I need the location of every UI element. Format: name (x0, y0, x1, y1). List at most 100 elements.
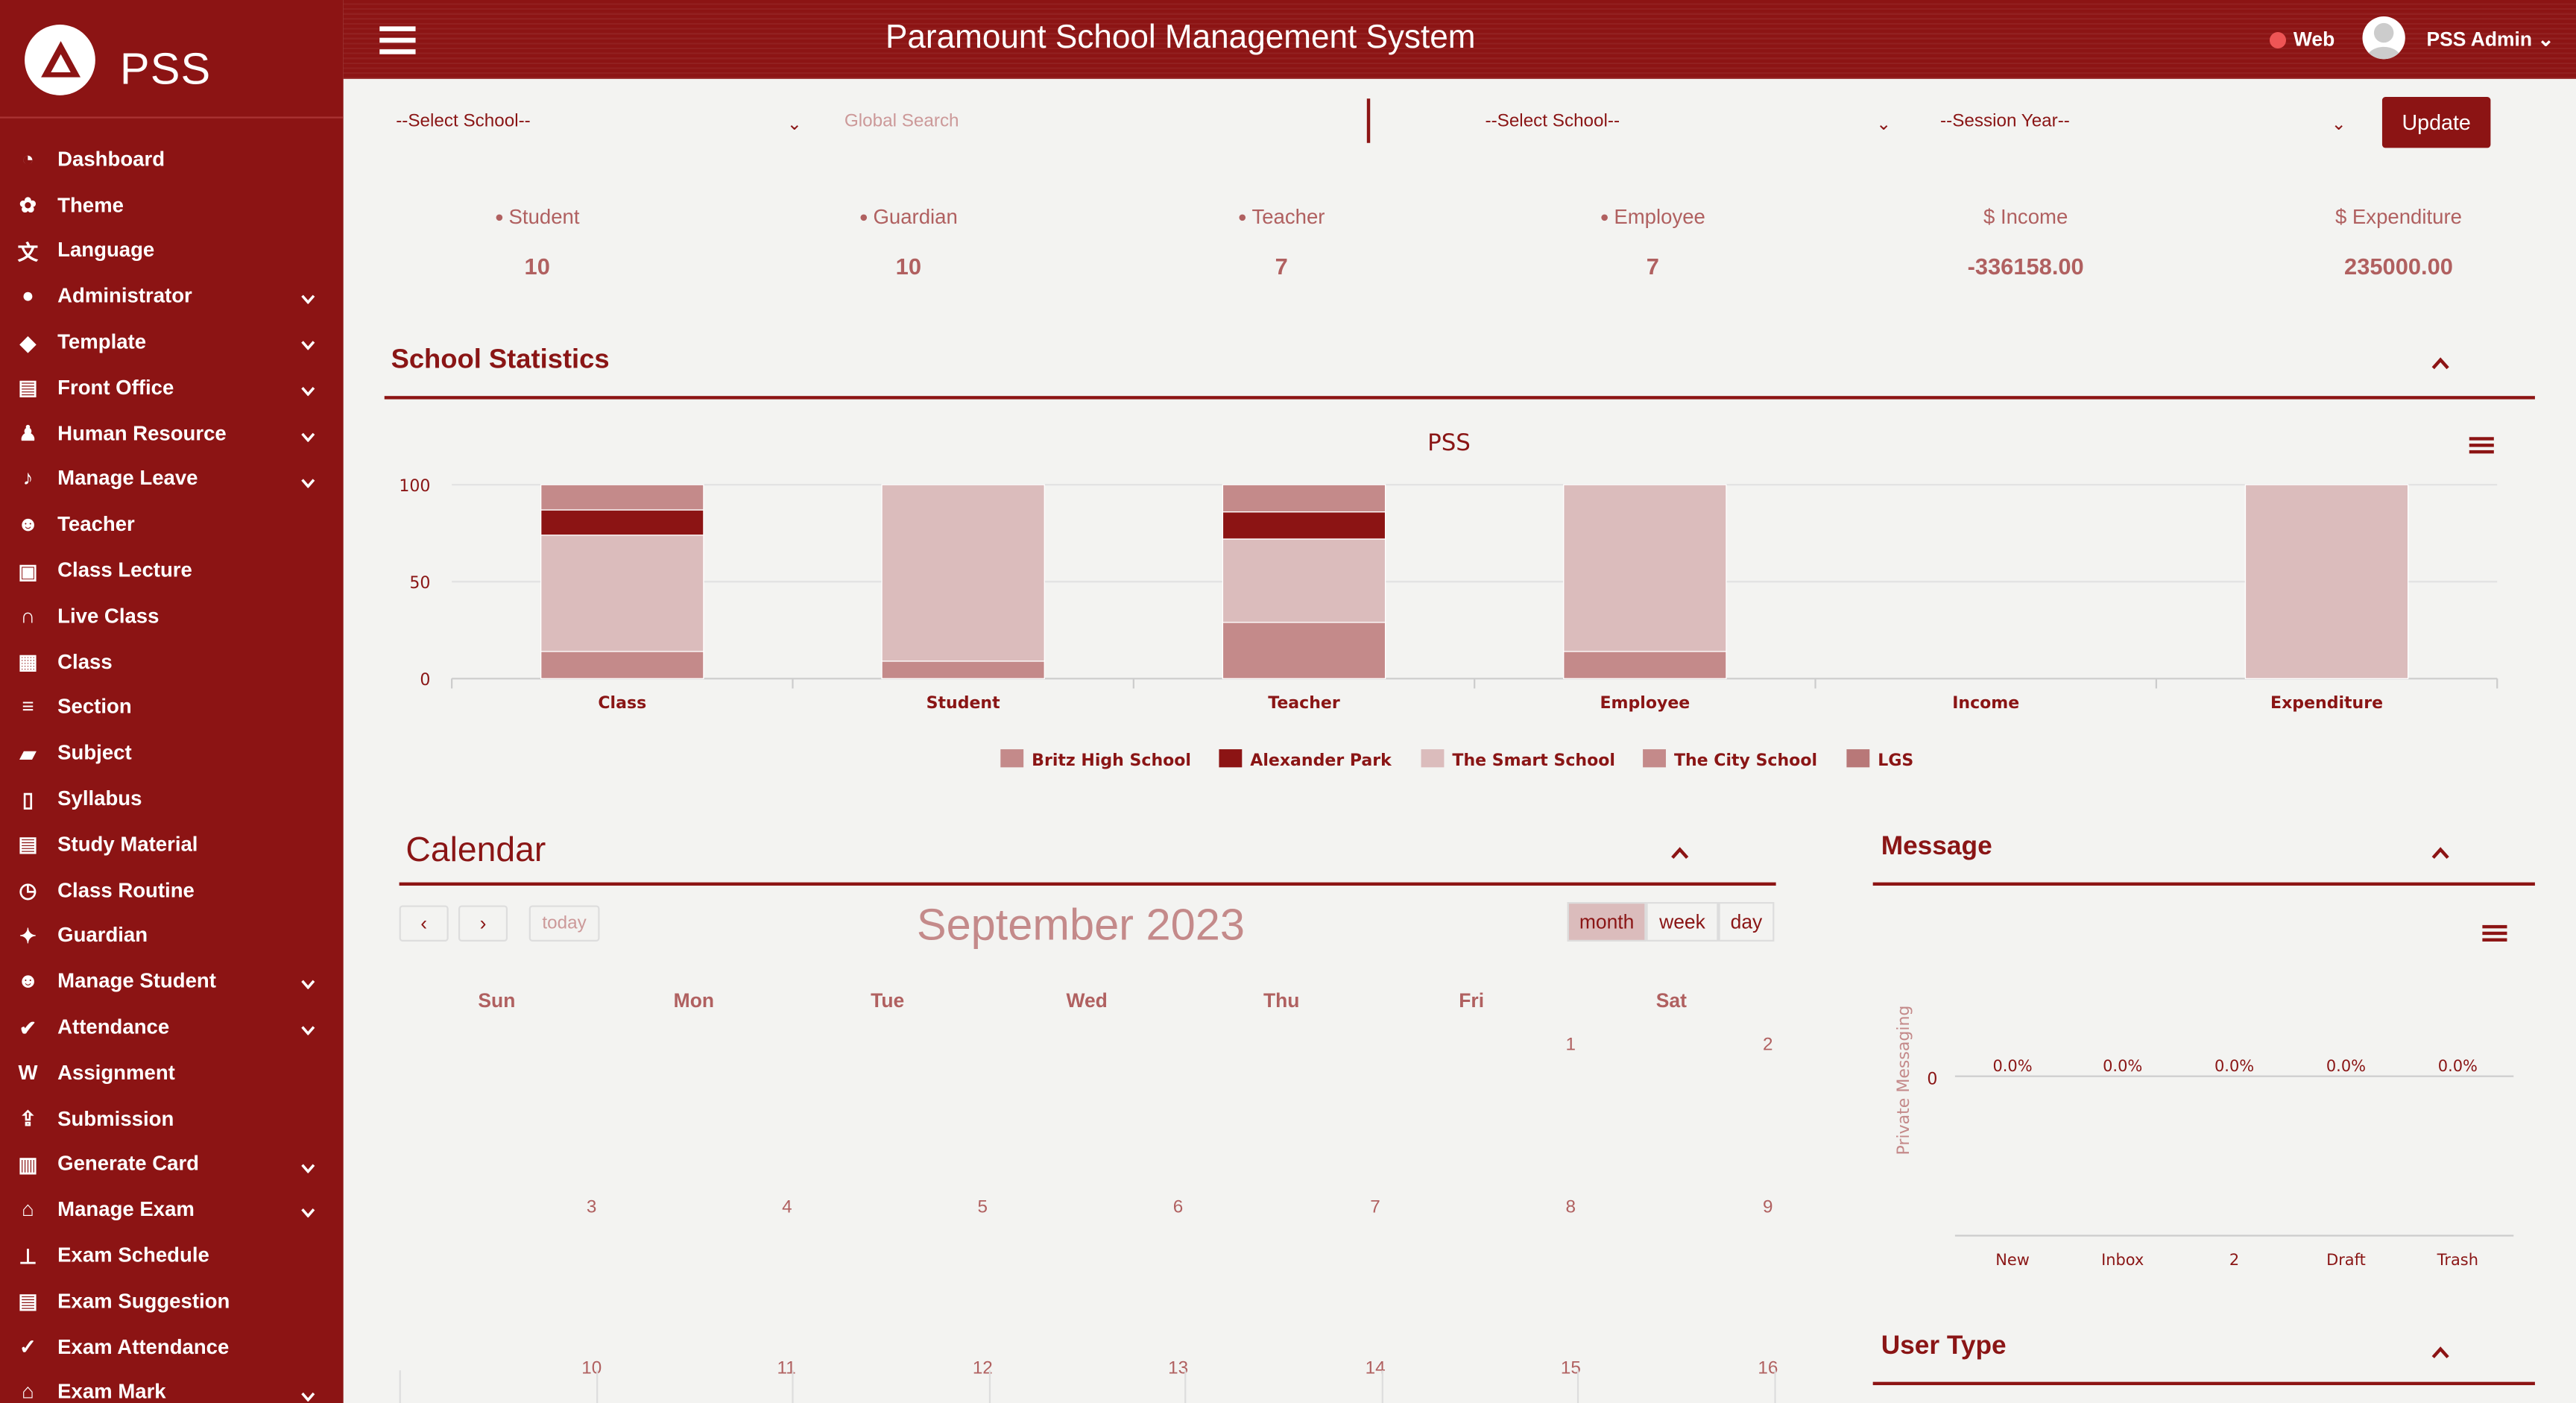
sidebar-item-generate-card[interactable]: ▥ Generate Card (0, 1141, 344, 1187)
calendar-day[interactable]: 2 (1762, 1035, 1773, 1056)
calendar-day[interactable]: 8 (1565, 1197, 1576, 1218)
bar-segment[interactable] (540, 484, 704, 511)
sidebar-item-class-lecture[interactable]: ▣ Class Lecture (0, 547, 344, 593)
calendar-day[interactable]: 7 (1370, 1197, 1380, 1218)
bar-segment[interactable] (1222, 511, 1386, 540)
sidebar-item-subject[interactable]: ▰ Subject (0, 730, 344, 775)
bar-segment[interactable] (881, 484, 1045, 662)
week-view-button[interactable]: week (1646, 902, 1719, 942)
sidebar-item-class[interactable]: ▦ Class (0, 639, 344, 684)
users-icon: ● (494, 208, 504, 225)
sidebar-item-front-office[interactable]: ▤ Front Office (0, 365, 344, 410)
session-year-select[interactable]: --Session Year-- ⌄ (1940, 112, 2351, 135)
next-month-button[interactable]: › (458, 905, 508, 942)
school-select-2[interactable]: --Select School-- ⌄ (1486, 112, 1896, 135)
sidebar-item-manage-exam[interactable]: ⌂ Manage Exam (0, 1187, 344, 1232)
user-menu[interactable]: PSS Admin ⌄ (2426, 28, 2554, 51)
legend-item[interactable]: Alexander Park (1219, 749, 1392, 770)
folder-open-icon: ▰ (19, 742, 37, 766)
bar-segment[interactable] (1222, 484, 1386, 513)
top-bar: Paramount School Management System Web P… (343, 0, 2576, 79)
sidebar-item-label: Dashboard (57, 148, 165, 171)
calendar-day[interactable]: 10 (581, 1358, 602, 1379)
collapse-icon[interactable] (2430, 1344, 2452, 1361)
chart-menu-icon[interactable] (2469, 437, 2494, 454)
bar-segment[interactable] (540, 535, 704, 652)
sidebar-item-submission[interactable]: ⇪ Submission (0, 1096, 344, 1141)
sidebar-item-label: Generate Card (57, 1153, 200, 1176)
sidebar-item-theme[interactable]: ✿ Theme (0, 182, 344, 227)
legend-label: The Smart School (1452, 751, 1615, 770)
prev-month-button[interactable]: ‹ (399, 905, 449, 942)
avatar[interactable] (2362, 16, 2405, 60)
legend-item[interactable]: The City School (1643, 749, 1817, 770)
calendar-day[interactable]: 9 (1762, 1197, 1773, 1218)
sidebar-item-attendance[interactable]: ✔ Attendance (0, 1004, 344, 1050)
sidebar-item-manage-student[interactable]: ☻ Manage Student (0, 959, 344, 1004)
collapse-icon[interactable] (1669, 845, 1690, 861)
calendar-grid-line (1381, 1370, 1383, 1403)
calendar-grid-line (1184, 1370, 1187, 1403)
sidebar-item-teacher[interactable]: ☻ Teacher (0, 502, 344, 547)
sidebar-item-human-resource[interactable]: ♟ Human Resource (0, 411, 344, 456)
global-search-input[interactable]: Global Search (844, 111, 959, 132)
today-button[interactable]: today (528, 905, 600, 942)
section-divider (1872, 882, 2535, 886)
legend-item[interactable]: The Smart School (1421, 749, 1615, 770)
menu-toggle-icon[interactable] (379, 26, 416, 64)
bar-segment[interactable] (540, 509, 704, 536)
bar-segment[interactable] (2244, 484, 2409, 679)
document-icon: ▤ (18, 833, 38, 857)
calendar-day[interactable]: 6 (1172, 1197, 1184, 1218)
sidebar-item-section[interactable]: ≡ Section (0, 684, 344, 730)
sidebar-item-administrator[interactable]: ● Administrator (0, 274, 344, 319)
bar-segment[interactable] (540, 651, 704, 679)
month-view-button[interactable]: month (1567, 902, 1647, 942)
logo[interactable] (25, 25, 95, 95)
calendar-weekday: Sun (478, 989, 516, 1012)
day-view-button[interactable]: day (1718, 902, 1775, 942)
bar-segment[interactable] (1563, 651, 1727, 679)
sidebar-item-exam-mark[interactable]: ⌂ Exam Mark (0, 1369, 344, 1403)
web-link[interactable]: Web (2269, 28, 2334, 51)
collapse-icon[interactable] (2430, 355, 2452, 371)
sidebar-item-class-routine[interactable]: ◷ Class Routine (0, 867, 344, 912)
sidebar-item-study-material[interactable]: ▤ Study Material (0, 822, 344, 867)
graduation-cap-icon: ⌂ (22, 1198, 34, 1222)
school-select-1[interactable]: --Select School-- ⌄ (396, 112, 806, 135)
sidebar-item-exam-attendance[interactable]: ✓ Exam Attendance (0, 1324, 344, 1369)
bar-segment[interactable] (881, 660, 1045, 679)
legend-item[interactable]: LGS (1846, 749, 1913, 770)
bar-segment[interactable] (1563, 484, 1727, 652)
sidebar-item-exam-schedule[interactable]: ⊥ Exam Schedule (0, 1232, 344, 1278)
sidebar-item-assignment[interactable]: W Assignment (0, 1050, 344, 1095)
sidebar-item-label: Class (57, 650, 113, 673)
bar-segment[interactable] (1222, 538, 1386, 623)
sidebar-item-live-class[interactable]: ∩ Live Class (0, 593, 344, 639)
upload-icon: ⇪ (19, 1107, 37, 1131)
calendar-day[interactable]: 4 (782, 1197, 792, 1218)
sidebar-item-exam-suggestion[interactable]: ▤ Exam Suggestion (0, 1279, 344, 1324)
legend-item[interactable]: Britz High School (1000, 749, 1191, 770)
calendar-day[interactable]: 5 (977, 1197, 988, 1218)
sidebar-item-label: Template (57, 330, 147, 354)
collapse-icon[interactable] (2430, 845, 2452, 861)
chalkboard-icon: ▦ (18, 651, 38, 675)
x-tick-label: Employee (1600, 694, 1690, 713)
stat-value: 10 (524, 253, 550, 280)
calendar-day[interactable]: 1 (1565, 1035, 1576, 1056)
users-icon: ● (1237, 208, 1247, 225)
school-statistics-title: School Statistics (391, 344, 610, 375)
message-value-label: 0.0% (2326, 1057, 2366, 1075)
update-button[interactable]: Update (2381, 97, 2491, 148)
sidebar-item-syllabus[interactable]: ▯ Syllabus (0, 776, 344, 822)
sidebar-item-dashboard[interactable]: ◔ Dashboard (0, 136, 344, 182)
sidebar-item-guardian[interactable]: ✦ Guardian (0, 912, 344, 958)
bar-segment[interactable] (1222, 622, 1386, 679)
calendar-day[interactable]: 3 (586, 1197, 597, 1218)
sidebar-item-template[interactable]: ◆ Template (0, 319, 344, 365)
chart-menu-icon[interactable] (2482, 924, 2507, 942)
sidebar-item-language[interactable]: 文 Language (0, 227, 344, 273)
message-value-label: 0.0% (2214, 1057, 2254, 1075)
sidebar-item-manage-leave[interactable]: ♪ Manage Leave (0, 456, 344, 502)
